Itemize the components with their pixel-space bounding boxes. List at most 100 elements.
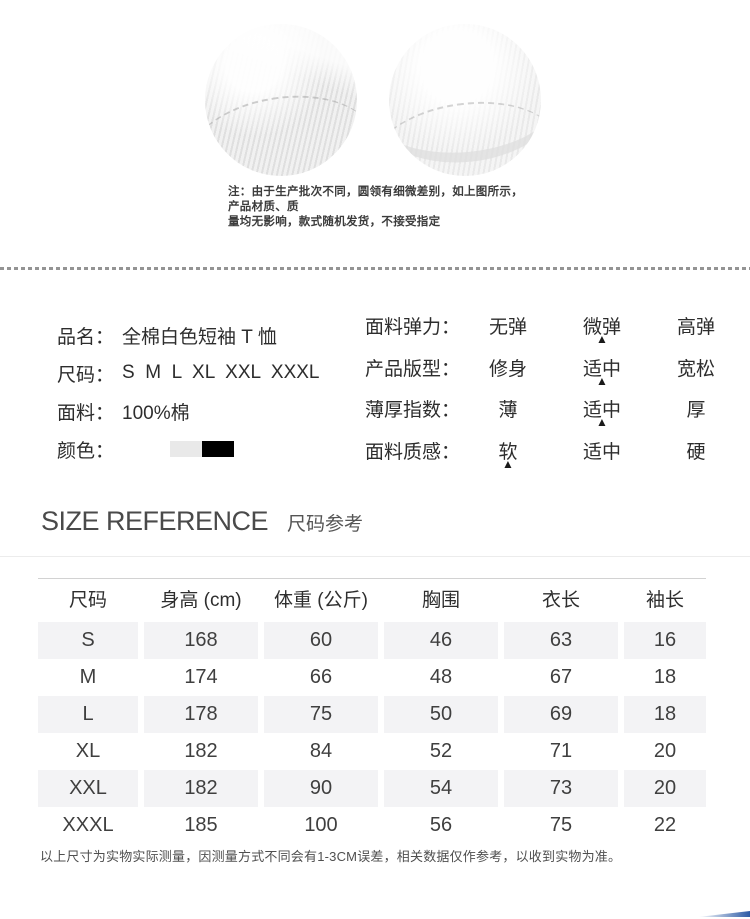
size-table-cell: 174 <box>184 666 218 688</box>
property-option: 微弹 ▲ <box>555 312 649 354</box>
size-table-cell: 16 <box>624 622 706 659</box>
size-table-cell: 20 <box>624 770 706 807</box>
size-table-cell: L <box>38 696 138 733</box>
property-option: 厚 <box>649 395 743 437</box>
selected-indicator-icon: ▲ <box>502 456 514 471</box>
property-row-thickness: 薄厚指数： 薄 适中 ▲ 厚 <box>365 395 743 437</box>
size-table: 尺码 身高 (cm) 体重 (公斤) 胸围 衣长 袖长 S 168 60 46 … <box>38 578 706 844</box>
property-option-label: 适中 <box>582 400 621 421</box>
size-table-cell: 54 <box>384 770 498 807</box>
size-table-cell: 90 <box>264 770 378 807</box>
size-table-cell: S <box>38 622 138 659</box>
measurement-footnote: 以上尺寸为实物实际测量，因测量方式不同会有1-3CM误差，相关数据仅作参考，以收… <box>40 849 622 864</box>
property-option: 软 ▲ <box>461 437 555 479</box>
size-table-header-cell: 衣长 <box>541 590 580 611</box>
size-table-cell: 100 <box>304 814 338 836</box>
property-row-fit: 产品版型： 修身 适中 ▲ 宽松 <box>365 354 743 396</box>
size-reference-title-zh: 尺码参考 <box>287 514 364 535</box>
size-table-cell: M <box>79 666 97 688</box>
color-swatch-group <box>170 441 235 457</box>
product-name-value: 全棉白色短袖 T 恤 <box>122 326 277 348</box>
property-option: 高弹 <box>649 312 743 354</box>
size-table-cell: 50 <box>384 696 498 733</box>
property-option-label: 软 <box>498 441 518 463</box>
size-table-cell: 84 <box>309 740 333 762</box>
product-color-label: 颜色： <box>57 440 115 462</box>
property-option-label: 薄 <box>498 400 518 421</box>
size-reference-title-en: SIZE REFERENCE <box>41 506 269 536</box>
size-table-cell: 71 <box>549 740 573 762</box>
size-table-cell: 52 <box>429 740 453 762</box>
property-option: 适中 <box>555 437 649 479</box>
size-table-row-s: S 168 60 46 63 16 <box>38 622 706 659</box>
property-option: 薄 <box>461 395 555 437</box>
product-fabric-label: 面料： <box>57 402 115 424</box>
fabric-closeup-photo-right <box>389 24 541 176</box>
product-fabric-value: 100%棉 <box>122 402 190 424</box>
size-table-cell: 46 <box>384 622 498 659</box>
property-option: 宽松 <box>649 354 743 396</box>
size-reference-heading: SIZE REFERENCE 尺码参考 <box>41 506 363 537</box>
size-table-row-xxl: XXL 182 90 54 73 20 <box>38 770 706 807</box>
size-table-cell: XXL <box>38 770 138 807</box>
size-table-cell: 63 <box>504 622 618 659</box>
product-name-row: 品名： 全棉白色短袖 T 恤 <box>57 316 320 354</box>
size-table-cell: 18 <box>624 696 706 733</box>
size-table-cell: 60 <box>264 622 378 659</box>
selected-indicator-icon: ▲ <box>596 373 608 388</box>
size-table-cell: 75 <box>264 696 378 733</box>
product-sizes-label: 尺码： <box>57 364 115 386</box>
property-option-label: 高弹 <box>676 317 715 338</box>
size-table-header-cell: 胸围 <box>421 590 460 611</box>
size-table-header-cell: 袖长 <box>645 590 684 611</box>
property-label: 面料质感： <box>365 441 461 463</box>
size-table-row-m: M 174 66 48 67 18 <box>38 659 706 696</box>
property-option-label: 无弹 <box>488 317 527 338</box>
size-table-cell: 178 <box>144 696 258 733</box>
fabric-properties-panel: 面料弹力： 无弹 微弹 ▲ 高弹 产品版型： 修身 适中 ▲ 宽松 薄厚指数： 薄 … <box>365 312 743 478</box>
size-table-cell: 56 <box>429 814 453 836</box>
next-section-banner-edge <box>698 911 750 917</box>
color-swatch <box>170 441 203 457</box>
product-sizes-row: 尺码： S M L XL XXL XXXL <box>57 354 320 392</box>
size-table-cell: 75 <box>549 814 573 836</box>
fabric-closeup-photo-left <box>205 24 357 176</box>
property-option-label: 修身 <box>488 358 527 380</box>
size-table-row-xxxl: XXXL 185 100 56 75 22 <box>38 807 706 844</box>
property-option-label: 适中 <box>582 441 621 463</box>
production-note: 注：由于生产批次不同，圆领有细微差别，如上图所示，产品材质、质 量均无影响，款式… <box>228 185 533 230</box>
product-fabric-row: 面料： 100%棉 <box>57 392 320 430</box>
size-table-row-l: L 178 75 50 69 18 <box>38 696 706 733</box>
size-table-cell: 182 <box>144 770 258 807</box>
property-option-label: 厚 <box>686 400 706 421</box>
size-table-cell: 185 <box>184 814 218 836</box>
size-table-cell: XXXL <box>62 814 114 836</box>
property-option-label: 适中 <box>582 358 621 380</box>
size-table-cell: 22 <box>653 814 677 836</box>
property-option-label: 宽松 <box>676 358 715 380</box>
product-info-panel: 品名： 全棉白色短袖 T 恤 尺码： S M L XL XXL XXXL 面料：… <box>57 316 320 468</box>
property-option-label: 硬 <box>686 441 706 463</box>
property-option: 适中 ▲ <box>555 395 649 437</box>
product-color-row: 颜色： <box>57 430 320 468</box>
product-sizes-value: S M L XL XXL XXXL <box>122 362 320 383</box>
production-note-line: 量均无影响，款式随机发货，不接受指定 <box>228 216 441 228</box>
property-option: 修身 <box>461 354 555 396</box>
size-table-header-row: 尺码 身高 (cm) 体重 (公斤) 胸围 衣长 袖长 <box>38 579 706 622</box>
size-table-header-cell: 身高 (cm) <box>160 590 242 611</box>
size-table-cell: 20 <box>653 740 677 762</box>
property-option: 无弹 <box>461 312 555 354</box>
property-row-elasticity: 面料弹力： 无弹 微弹 ▲ 高弹 <box>365 312 743 354</box>
size-table-cell: 48 <box>429 666 453 688</box>
property-option-label: 微弹 <box>582 317 621 338</box>
size-table-cell: XL <box>75 740 101 762</box>
section-divider <box>0 556 750 557</box>
selected-indicator-icon: ▲ <box>596 415 608 429</box>
size-table-cell: 69 <box>504 696 618 733</box>
property-label: 薄厚指数： <box>365 400 461 421</box>
size-table-cell: 182 <box>184 740 218 762</box>
selected-indicator-icon: ▲ <box>596 332 608 346</box>
dashed-divider <box>0 267 750 270</box>
size-table-header-cell: 体重 (公斤) <box>274 590 368 611</box>
